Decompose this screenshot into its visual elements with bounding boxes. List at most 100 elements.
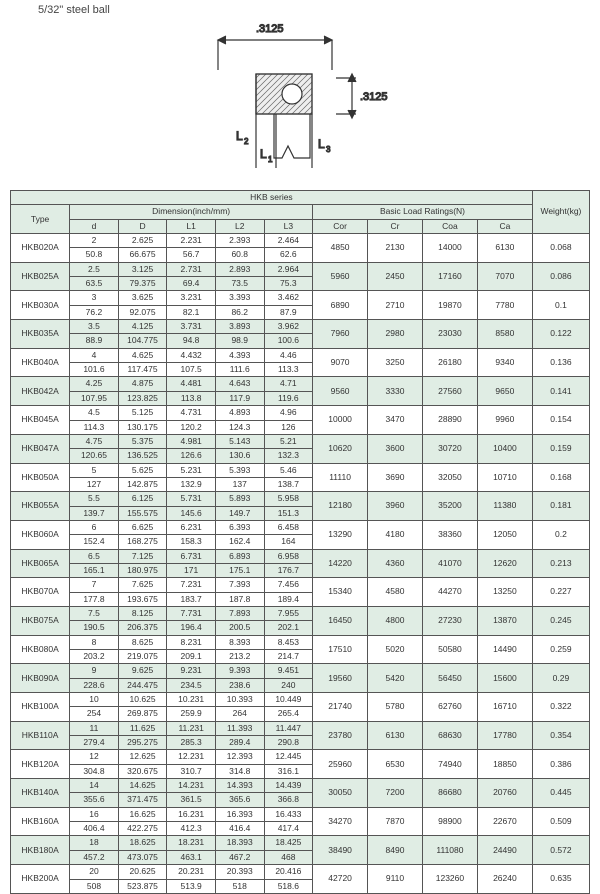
cell-L1-mm: 463.1 [167,850,216,864]
cell-d-mm: 120.65 [70,449,119,463]
cell-L1-in: 4.731 [167,406,216,420]
cell-Coa: 74940 [422,750,477,779]
cell-type: HKB180A [11,836,70,865]
cell-D-mm: 193.675 [118,592,167,606]
table-row: HKB040A44.6254.4324.3934.469070325026180… [11,348,590,362]
cell-d-in: 10 [70,693,119,707]
cell-weight: 0.154 [532,406,589,435]
cell-L2-mm: 264 [215,707,264,721]
svg-text:3: 3 [326,145,331,154]
cell-L3-mm: 87.9 [264,305,313,319]
cell-Cr: 2450 [368,262,423,291]
cell-L2-mm: 111.6 [215,363,264,377]
cell-D-in: 2.625 [118,234,167,248]
cell-type: HKB047A [11,434,70,463]
table-row: HKB030A33.6253.2313.3933.462689027101987… [11,291,590,305]
table-row: HKB050A55.6255.2315.3935.461111036903205… [11,463,590,477]
cell-type: HKB065A [11,549,70,578]
table-row: HKB180A1818.62518.23118.39318.4253849084… [11,836,590,850]
cell-Coa: 41070 [422,549,477,578]
table-row: HKB090A99.6259.2319.3939.451195605420564… [11,664,590,678]
table-row: HKB047A4.755.3754.9815.1435.211062036003… [11,434,590,448]
cell-Ca: 9340 [477,348,532,377]
diagram: .3125 .3125 L2 L1 L3 [0,18,600,180]
cell-D-mm: 123.825 [118,391,167,405]
cell-D-in: 16.625 [118,807,167,821]
cell-L2-in: 9.393 [215,664,264,678]
cell-Cr: 3330 [368,377,423,406]
cell-type: HKB070A [11,578,70,607]
cell-d-in: 6 [70,520,119,534]
cell-L2-in: 14.393 [215,779,264,793]
cell-D-in: 8.125 [118,606,167,620]
cell-Coa: 19870 [422,291,477,320]
cell-d-in: 3 [70,291,119,305]
cell-D-in: 5.375 [118,434,167,448]
cell-type: HKB020A [11,234,70,263]
cell-D-mm: 130.175 [118,420,167,434]
cell-D-in: 12.625 [118,750,167,764]
svg-text:L: L [236,129,243,143]
cell-d-in: 11 [70,721,119,735]
cell-L3-mm: 518.6 [264,879,313,893]
cell-L2-in: 4.393 [215,348,264,362]
cell-type: HKB200A [11,865,70,894]
cell-D-mm: 104.775 [118,334,167,348]
cell-d-mm: 88.9 [70,334,119,348]
cell-L1-in: 3.231 [167,291,216,305]
cell-d-mm: 406.4 [70,822,119,836]
cell-L1-in: 6.731 [167,549,216,563]
cell-Cr: 3250 [368,348,423,377]
cell-D-in: 7.625 [118,578,167,592]
cell-type: HKB055A [11,492,70,521]
cell-Ca: 22670 [477,807,532,836]
cell-Coa: 28890 [422,406,477,435]
cell-weight: 0.168 [532,463,589,492]
cell-D-in: 8.625 [118,635,167,649]
cell-L2-mm: 86.2 [215,305,264,319]
cell-L2-mm: 73.5 [215,277,264,291]
cell-type: HKB110A [11,721,70,750]
cell-L1-in: 8.231 [167,635,216,649]
col-L1: L1 [167,219,216,233]
cell-L2-in: 4.893 [215,406,264,420]
cell-Ca: 7070 [477,262,532,291]
cell-Ca: 10710 [477,463,532,492]
cell-weight: 0.159 [532,434,589,463]
cell-L2-in: 16.393 [215,807,264,821]
cell-L1-mm: 56.7 [167,248,216,262]
cell-D-in: 3.125 [118,262,167,276]
cell-L1-in: 16.231 [167,807,216,821]
cell-weight: 0.445 [532,779,589,808]
col-Cor: Cor [313,219,368,233]
cell-L2-in: 18.393 [215,836,264,850]
cell-Cr: 2710 [368,291,423,320]
cell-L1-in: 4.981 [167,434,216,448]
cell-type: HKB080A [11,635,70,664]
table-row: HKB025A2.53.1252.7312.8932.9645960245017… [11,262,590,276]
cell-L1-mm: 145.6 [167,506,216,520]
cell-d-mm: 457.2 [70,850,119,864]
cell-L1-mm: 412.3 [167,822,216,836]
cell-Coa: 14000 [422,234,477,263]
cell-L2-in: 5.393 [215,463,264,477]
cell-d-in: 8 [70,635,119,649]
cell-type: HKB140A [11,779,70,808]
cell-D-mm: 155.575 [118,506,167,520]
cell-L3-in: 4.71 [264,377,313,391]
cell-Ca: 11380 [477,492,532,521]
cell-L1-mm: 310.7 [167,764,216,778]
cell-Ca: 8580 [477,320,532,349]
cell-L2-mm: 124.3 [215,420,264,434]
cell-D-mm: 269.875 [118,707,167,721]
cell-L2-mm: 365.6 [215,793,264,807]
col-type: Type [11,205,70,234]
cell-L3-mm: 126 [264,420,313,434]
cell-L1-mm: 82.1 [167,305,216,319]
cell-type: HKB060A [11,520,70,549]
table-row: HKB042A4.254.8754.4814.6434.719560333027… [11,377,590,391]
cell-L1-in: 3.731 [167,320,216,334]
cell-Ca: 13870 [477,606,532,635]
cell-d-mm: 50.8 [70,248,119,262]
cell-d-mm: 190.5 [70,621,119,635]
